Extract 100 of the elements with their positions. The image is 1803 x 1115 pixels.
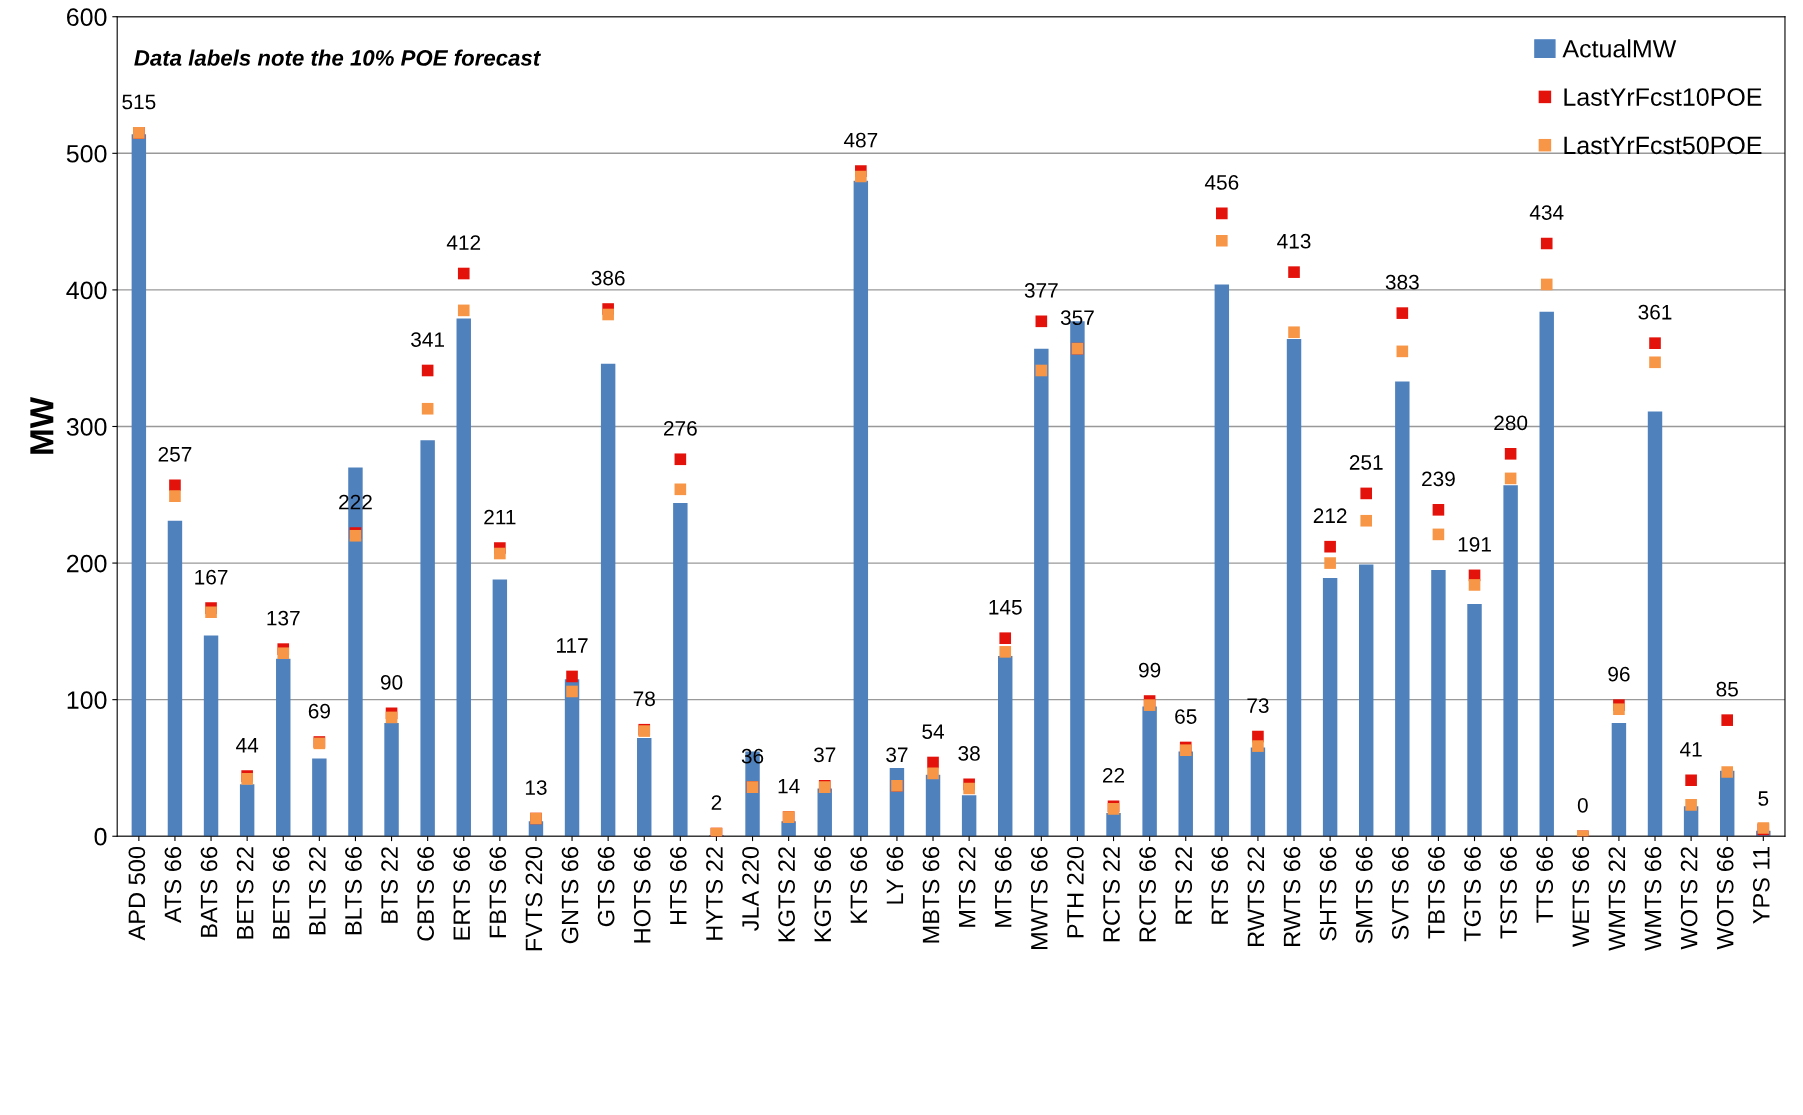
x-tick-label: JLA 220 xyxy=(742,846,759,931)
x-tick-label: RTS 22 xyxy=(1175,847,1193,924)
x-tick-label: KTS 66 xyxy=(850,847,868,923)
data-label: 5 xyxy=(1758,791,1769,806)
data-label: 191 xyxy=(1458,537,1491,552)
y-tick-label: 600 xyxy=(67,8,107,27)
data-label: 341 xyxy=(411,332,445,347)
x-tick-label: APD 500 xyxy=(128,846,146,941)
data-label: 13 xyxy=(525,780,547,795)
data-label: 117 xyxy=(557,638,588,653)
data-label: 357 xyxy=(1060,310,1094,326)
y-tick-label: 100 xyxy=(67,691,107,709)
legend-label: LastYrFcst10POE xyxy=(1564,88,1762,106)
data-label: 85 xyxy=(1716,681,1738,697)
data-label: 14 xyxy=(778,779,800,794)
x-tick-label: CBTS 66 xyxy=(417,847,434,941)
x-tick-label: KGTS 66 xyxy=(814,847,832,942)
x-tick-label: GNTS 66 xyxy=(561,847,579,944)
x-tick-label: WMTS 22 xyxy=(1608,847,1626,951)
x-tick-label: RWTS 66 xyxy=(1283,847,1301,946)
x-tick-label: RWTS 22 xyxy=(1247,847,1265,946)
x-tick-label: WOTS 66 xyxy=(1716,847,1734,950)
data-label: 515 xyxy=(122,94,156,110)
x-tick-label: LY 66 xyxy=(886,847,904,904)
data-label: 2 xyxy=(711,795,722,810)
x-tick-label: BLTS 22 xyxy=(308,847,326,935)
data-label: 65 xyxy=(1175,709,1197,724)
x-tick-label: SHTS 66 xyxy=(1319,847,1337,941)
x-tick-label: RTS 66 xyxy=(1211,847,1229,924)
data-label: 54 xyxy=(922,724,945,739)
data-label: 377 xyxy=(1024,283,1058,298)
data-label: 37 xyxy=(886,747,908,763)
x-tick-label: KGTS 22 xyxy=(778,847,795,942)
data-label: 413 xyxy=(1277,233,1311,249)
data-label: 22 xyxy=(1102,767,1125,783)
x-tick-label: TGTS 66 xyxy=(1464,847,1481,942)
data-label: 0 xyxy=(1577,797,1588,813)
data-label: 257 xyxy=(158,446,192,462)
x-tick-label: BTS 22 xyxy=(381,847,398,923)
x-tick-label: WMTS 66 xyxy=(1644,847,1662,951)
x-tick-label: HYTS 22 xyxy=(706,847,723,940)
data-label: 73 xyxy=(1247,698,1269,713)
data-label: 78 xyxy=(633,691,655,707)
data-label: 44 xyxy=(236,738,259,753)
x-tick-label: TSTS 66 xyxy=(1500,847,1517,939)
x-tick-label: SVTS 66 xyxy=(1391,847,1409,940)
data-label: 361 xyxy=(1638,304,1672,320)
y-tick-label: 0 xyxy=(94,827,107,846)
x-tick-label: HOTS 66 xyxy=(633,847,651,943)
x-tick-label: HTS 66 xyxy=(669,847,687,925)
y-tick-label: 400 xyxy=(66,281,107,300)
data-label: 412 xyxy=(446,235,481,250)
data-label: 212 xyxy=(1313,508,1347,523)
x-tick-label: MBTS 66 xyxy=(922,847,940,943)
data-label: 145 xyxy=(989,600,1022,615)
x-tick-label: RCTS 66 xyxy=(1139,847,1156,942)
x-tick-label: FBTS 66 xyxy=(489,847,507,938)
x-tick-label: MTS 22 xyxy=(958,847,976,927)
annotation: Data labels note the 10% POE forecast xyxy=(134,49,541,66)
y-tick-label: 500 xyxy=(66,144,107,163)
x-tick-label: WOTS 22 xyxy=(1680,847,1698,950)
data-label: 211 xyxy=(484,509,516,525)
x-tick-label: FVTS 220 xyxy=(525,846,543,951)
x-tick-label: YPS 11 xyxy=(1752,847,1770,924)
data-label: 487 xyxy=(843,132,878,148)
data-label: 38 xyxy=(958,746,980,761)
x-tick-label: TBTS 66 xyxy=(1428,847,1445,939)
data-label: 41 xyxy=(1680,742,1702,757)
data-label: 280 xyxy=(1494,415,1528,431)
x-tick-label: PTH 220 xyxy=(1067,846,1084,938)
x-tick-label: MTS 66 xyxy=(994,847,1012,927)
data-label: 383 xyxy=(1385,274,1419,290)
x-tick-label: ATS 66 xyxy=(164,847,182,923)
data-label: 386 xyxy=(591,270,625,286)
data-label: 434 xyxy=(1529,205,1564,220)
data-label: 99 xyxy=(1139,662,1161,678)
data-label: 90 xyxy=(380,675,403,690)
data-label: 167 xyxy=(195,569,228,585)
x-tick-label: BETS 66 xyxy=(272,847,290,939)
y-tick-label: 200 xyxy=(67,554,107,573)
x-tick-label: WETS 66 xyxy=(1572,847,1590,947)
x-tick-label: TTS 66 xyxy=(1536,847,1554,923)
y-tick-label: 300 xyxy=(66,418,107,436)
x-tick-label: MWTS 66 xyxy=(1030,847,1048,949)
data-label: 456 xyxy=(1204,175,1239,190)
data-label: 69 xyxy=(308,703,330,719)
data-label: 96 xyxy=(1608,666,1630,682)
x-tick-label: RCTS 22 xyxy=(1103,847,1120,942)
y-axis-title: MW xyxy=(30,396,54,454)
data-label: 239 xyxy=(1422,471,1455,487)
x-tick-label: ERTS 66 xyxy=(453,847,471,940)
data-label: 37 xyxy=(813,747,836,763)
x-tick-label: GTS 66 xyxy=(597,847,615,927)
x-tick-label: BLTS 66 xyxy=(345,847,362,935)
data-label: 137 xyxy=(267,610,300,626)
data-label: 276 xyxy=(664,420,697,436)
legend-label: LastYrFcst50POE xyxy=(1564,136,1762,155)
x-tick-label: BETS 22 xyxy=(236,847,254,939)
legend-label: ActualMW xyxy=(1562,39,1677,58)
x-tick-label: BATS 66 xyxy=(200,847,218,937)
